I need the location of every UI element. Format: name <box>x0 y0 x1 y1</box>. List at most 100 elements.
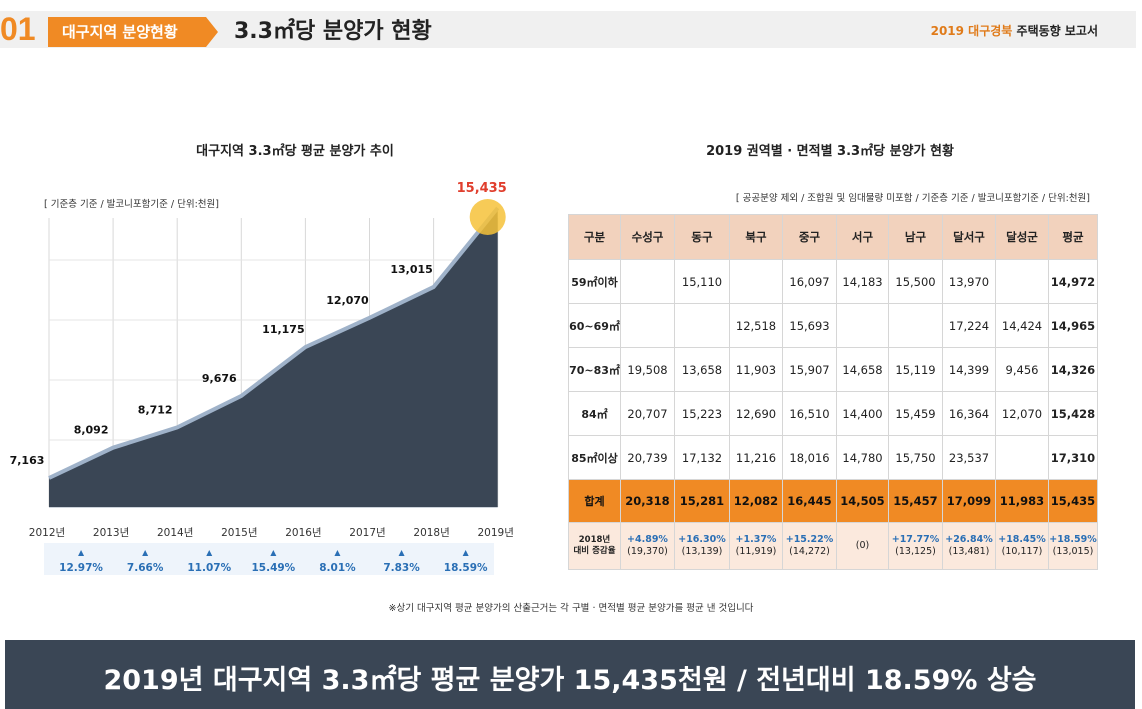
growth-arrow-icon <box>334 550 341 556</box>
table-cell: 15,750 <box>888 435 943 480</box>
x-tick-label: 2018년 <box>413 527 449 539</box>
x-tick-label: 2017년 <box>349 527 385 539</box>
table-cell: 20,739 <box>620 435 675 480</box>
change-cell: +4.89% (19,370) <box>620 522 675 570</box>
table-cell: 15,459 <box>888 391 943 436</box>
column-header: 달성군 <box>995 214 1049 260</box>
table-cell <box>995 259 1049 304</box>
growth-label: 7.66% <box>127 562 164 574</box>
value-label: 8,712 <box>138 403 173 416</box>
column-header: 북구 <box>729 214 783 260</box>
area-fill <box>49 208 498 507</box>
report-name: 2019 대구경북 주택동향 보고서 <box>931 20 1098 42</box>
tag-arrow-shape <box>48 17 218 47</box>
table-row: 84㎡ 20,707 15,223 12,690 16,510 14,400 15,459 1… <box>568 391 1098 436</box>
change-percent: +15.22% <box>785 534 834 545</box>
highlight-marker <box>469 199 506 235</box>
table-row: 70~83㎡ 19,508 13,658 11,903 15,907 14,658 15,1… <box>568 347 1098 392</box>
change-cell: +26.84% (13,481) <box>942 522 996 570</box>
table-cell: 15,428 <box>1048 391 1098 436</box>
table-cell <box>995 435 1049 480</box>
x-tick-label: 2015년 <box>221 527 257 539</box>
table-cell: 16,445 <box>782 479 837 523</box>
price-table: 구분 수성구 동구 북구 중구 서구 남구 달서구 달성군 평균 59㎡이하 15,110 16,09… <box>568 214 1098 570</box>
table-cell: 13,658 <box>674 347 730 392</box>
value-label: 7,163 <box>10 454 45 467</box>
value-label: 12,070 <box>326 294 369 307</box>
table-cell: 23,537 <box>942 435 996 480</box>
growth-label: 12.97% <box>59 562 103 574</box>
table-cell: 14,505 <box>836 479 889 523</box>
table-cell: 15,693 <box>782 303 837 348</box>
column-header: 서구 <box>836 214 889 260</box>
column-header: 중구 <box>782 214 837 260</box>
change-percent: +18.59% <box>1049 534 1097 545</box>
change-percent: +16.30% <box>678 534 726 545</box>
row-header: 84㎡ <box>568 391 621 436</box>
section-number: 01 <box>0 11 36 47</box>
change-label: 2018년 <box>578 535 611 545</box>
change-cell: +18.45% (10,117) <box>995 522 1049 570</box>
page-title: 3.3㎡당 분양가 현황 <box>234 19 432 44</box>
table-cell: 17,224 <box>942 303 996 348</box>
table-cell: 14,326 <box>1048 347 1098 392</box>
change-cell: +15.22% (14,272) <box>782 522 837 570</box>
growth-arrow-icon <box>78 550 85 556</box>
change-cell: +17.77% (13,125) <box>888 522 943 570</box>
row-header: 60~69㎡ <box>568 303 621 348</box>
previous-value: (13,139) <box>681 546 723 557</box>
table-cell: 11,903 <box>729 347 783 392</box>
total-row: 합계 20,318 15,281 12,082 16,445 14,505 15,457 17… <box>568 479 1098 523</box>
previous-value: (10,117) <box>1001 546 1043 557</box>
table-cell <box>729 259 783 304</box>
table-cell: 15,119 <box>888 347 943 392</box>
value-label: 13,015 <box>390 263 432 276</box>
table-cell: 17,310 <box>1048 435 1098 480</box>
growth-band <box>44 543 494 575</box>
table-cell: 16,097 <box>782 259 837 304</box>
change-cell: (0) <box>836 522 889 570</box>
report-name-accent: 2019 대구경북 <box>930 24 1013 38</box>
series-line <box>48 206 500 480</box>
column-header: 구분 <box>568 214 621 260</box>
growth-arrow-icon <box>142 550 149 556</box>
row-header: 2018년 대비 증감율 <box>568 522 621 570</box>
table-cell: 14,424 <box>995 303 1049 348</box>
x-tick-label: 2019년 <box>478 527 514 539</box>
change-percent: +18.45% <box>998 534 1046 545</box>
column-header: 동구 <box>674 214 730 260</box>
table-row: 85㎡이상 20,739 17,132 11,216 18,016 14,780 15,75… <box>568 435 1098 480</box>
table-body: 59㎡이하 15,110 16,097 14,183 15,500 13,970 14,97… <box>568 259 1098 570</box>
table-cell: 15,907 <box>782 347 837 392</box>
growth-arrow-icon <box>462 550 469 556</box>
table-cell: 16,364 <box>942 391 996 436</box>
change-percent: +17.77% <box>891 534 940 545</box>
table-cell <box>620 303 675 348</box>
table-cell: 15,281 <box>674 479 730 523</box>
value-label: 9,676 <box>202 372 237 385</box>
table-cell: 11,216 <box>729 435 783 480</box>
table-cell: 12,690 <box>729 391 783 436</box>
table-cell: 13,970 <box>942 259 996 304</box>
page-header: 01 대구지역 분양현황 3.3㎡당 분양가 현황 2019 대구경북 주택동향… <box>0 0 1142 72</box>
change-cell: +16.30% (13,139) <box>674 522 730 570</box>
table-cell: 9,456 <box>995 347 1049 392</box>
row-header: 합계 <box>568 479 621 523</box>
previous-value: (13,125) <box>895 546 936 557</box>
table-cell: 15,500 <box>888 259 943 304</box>
table-cell: 14,965 <box>1048 303 1098 348</box>
table-cell: 14,972 <box>1048 259 1098 304</box>
table-cell <box>836 303 889 348</box>
x-tick-label: 2016년 <box>285 527 321 539</box>
report-name-rest: 주택동향 보고서 <box>1012 24 1098 38</box>
value-label: 11,175 <box>262 323 304 336</box>
row-header: 85㎡이상 <box>568 435 621 480</box>
table-row: 60~69㎡ 12,518 15,693 17,224 14,424 14,965 <box>568 303 1098 348</box>
table-cell: 18,016 <box>782 435 837 480</box>
value-label: 15,435 <box>457 181 507 196</box>
row-header: 59㎡이하 <box>568 259 621 304</box>
section-tag-label: 대구지역 분양현황 <box>62 23 178 41</box>
table-cell: 16,510 <box>782 391 837 436</box>
column-header: 남구 <box>888 214 943 260</box>
table-cell: 14,399 <box>942 347 996 392</box>
